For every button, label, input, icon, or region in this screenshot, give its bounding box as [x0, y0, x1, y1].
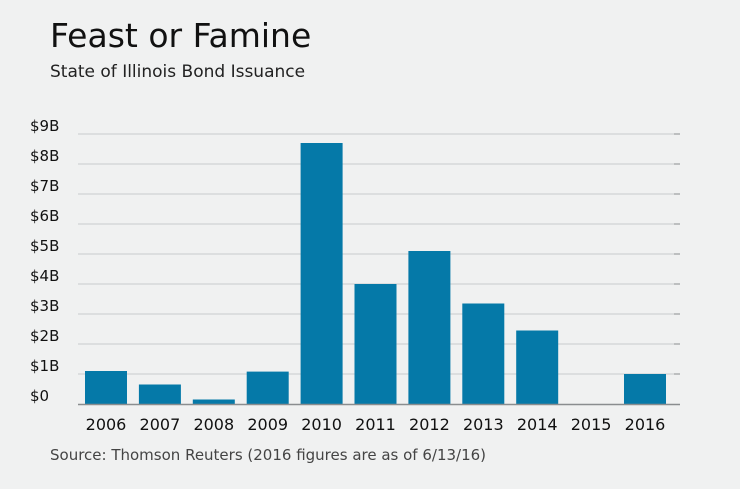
x-axis-tick-labels: 2006 2007 2008 2009 2010 2011 2012 2013 2014 2015… [86, 415, 666, 434]
bar-2013 [462, 303, 505, 404]
x-tick-label: 2013 [463, 415, 504, 434]
y-tick-label: $9B [30, 117, 59, 135]
x-tick-label: 2008 [193, 415, 234, 434]
y-tick-label: $7B [30, 177, 59, 195]
y-tick-label: $0 [30, 387, 49, 405]
y-tick-label: $4B [30, 267, 59, 285]
x-tick-label: 2014 [517, 415, 558, 434]
bar-2014 [516, 330, 559, 404]
x-tick-label: 2006 [86, 415, 127, 434]
bar-2006 [85, 371, 127, 404]
x-tick-label: 2016 [625, 415, 666, 434]
y-axis-tick-labels: $0 $1B $2B $3B $4B $5B $6B $7B $8B $9B [30, 117, 59, 405]
x-tick-label: 2015 [571, 415, 612, 434]
bar-2011 [354, 284, 397, 404]
x-tick-label: 2012 [409, 415, 450, 434]
y-tick-label: $6B [30, 207, 59, 225]
y-tick-label: $2B [30, 327, 59, 345]
bar-2007 [138, 384, 181, 404]
x-tick-label: 2010 [301, 415, 342, 434]
bar-2008 [192, 399, 235, 404]
x-tick-label: 2011 [355, 415, 396, 434]
y-tick-label: $8B [30, 147, 59, 165]
bar-2012 [408, 251, 451, 404]
y-tick-label: $3B [30, 297, 59, 315]
chart-title: Feast or Famine [50, 16, 312, 55]
x-tick-label: 2009 [247, 415, 288, 434]
bars [85, 143, 666, 404]
bar-2016 [624, 374, 666, 404]
y-tick-label: $5B [30, 237, 59, 255]
chart-subtitle: State of Illinois Bond Issuance [50, 62, 306, 82]
x-tick-label: 2007 [140, 415, 181, 434]
bar-2010 [300, 143, 343, 404]
source-note: Source: Thomson Reuters (2016 figures ar… [50, 446, 487, 464]
y-tick-label: $1B [30, 357, 59, 375]
bar-2009 [246, 371, 289, 404]
